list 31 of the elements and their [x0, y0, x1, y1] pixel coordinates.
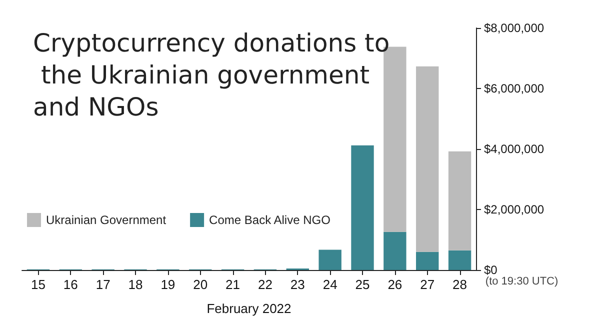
annotation: (to 19:30 UTC)	[485, 276, 558, 288]
bar	[351, 145, 374, 270]
x-tick-label: 28	[452, 277, 468, 292]
legend-label: Come Back Alive NGO	[209, 213, 330, 227]
x-tick-label: 21	[226, 277, 240, 292]
x-tick-label: 15	[30, 277, 46, 292]
bar	[448, 151, 472, 250]
bar	[416, 252, 439, 270]
y-tick-label: $4,000,000	[484, 142, 544, 156]
x-axis-title: February 2022	[206, 301, 292, 316]
y-tick-label: $6,000,000	[484, 82, 544, 96]
x-tick-label: 20	[193, 277, 208, 292]
x-tick-label: 24	[322, 277, 338, 292]
x-tick-label: 18	[128, 277, 143, 292]
x-tick-label: 17	[96, 277, 110, 292]
legend-label: Ukrainian Government	[46, 213, 167, 227]
y-tick-label: $2,000,000	[484, 202, 544, 216]
x-tick-label: 23	[290, 277, 305, 292]
x-tick-label: 22	[258, 277, 272, 292]
bar	[448, 250, 472, 270]
bar	[318, 250, 342, 270]
bar	[416, 66, 439, 252]
x-tick-label: 26	[388, 277, 402, 292]
bar	[384, 232, 406, 270]
y-tick-label: $8,000,000	[484, 21, 544, 35]
x-tick-label: 27	[420, 277, 435, 292]
text: Cryptocurrency donations to the Ukrainian government and NGOs	[33, 28, 390, 122]
x-tick-label: 16	[63, 277, 78, 292]
y-tick-label: $0	[484, 263, 498, 277]
x-tick-label: 25	[355, 277, 370, 292]
x-tick-label: 19	[160, 277, 176, 292]
